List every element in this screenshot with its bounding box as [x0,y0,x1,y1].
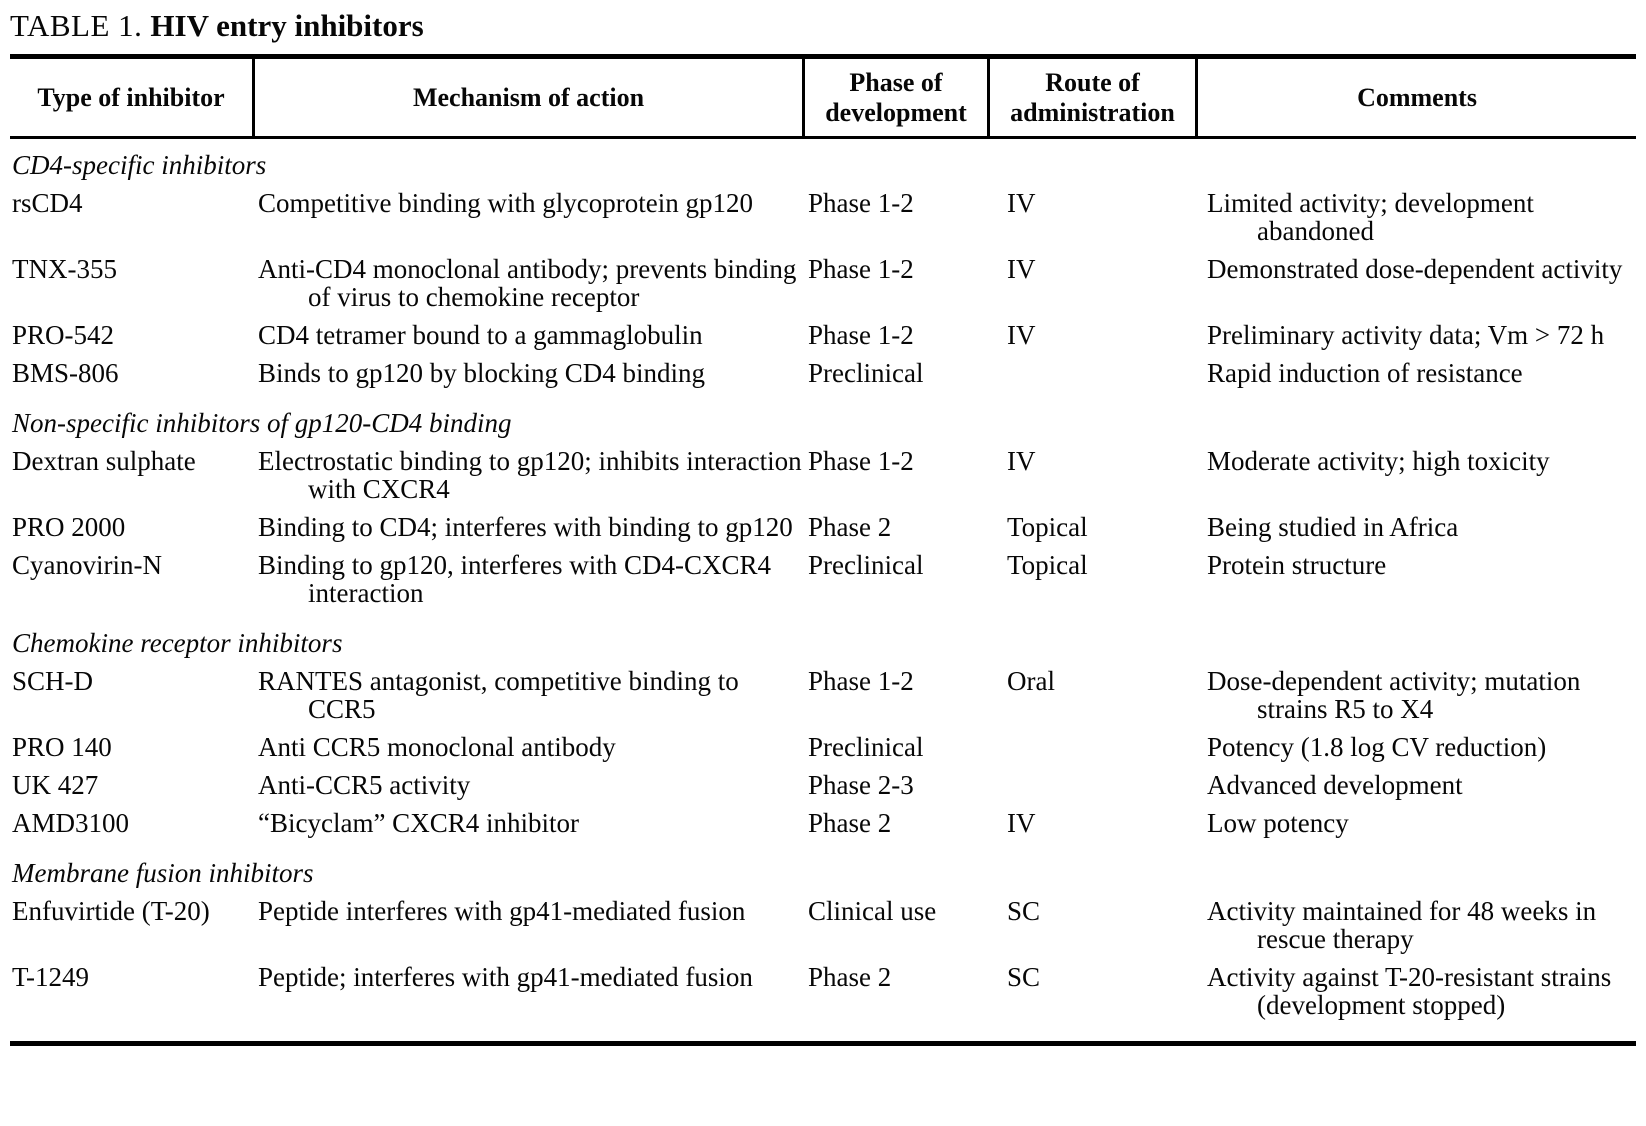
cell-comments: Potency (1.8 log CV reduction) [1207,732,1547,763]
cell-comments: Dose-dependent activity; mutation strain… [1207,666,1581,725]
section-heading: Membrane fusion inhibitors [12,858,314,889]
cell-phase: Preclinical [808,550,924,581]
cell-phase: Phase 2 [808,808,892,839]
cell-phase: Preclinical [808,732,924,763]
cell-mechanism: Electrostatic binding to gp120; inhibits… [258,446,802,505]
cell-mechanism: CD4 tetramer bound to a gammaglobulin [258,320,703,351]
cell-comments: Demonstrated dose-dependent activity [1207,254,1623,285]
cell-comments: Rapid induction of resistance [1207,358,1523,389]
table-row: PRO-542 CD4 tetramer bound to a gammaglo… [10,321,1636,349]
cell-phase: Clinical use [808,896,937,927]
cell-inhibitor: UK 427 [12,770,99,801]
cell-inhibitor: PRO 140 [12,732,112,763]
cell-inhibitor: BMS-806 [12,358,119,389]
cell-comments: Activity maintained for 48 weeks in resc… [1207,896,1597,955]
cell-route: IV [1007,808,1036,839]
cell-mechanism: Anti-CCR5 activity [258,770,471,801]
cell-mechanism: Competitive binding with glycoprotein gp… [258,188,753,219]
cell-inhibitor: T-1249 [12,962,90,993]
cell-comments: Activity against T-20-resistant strains … [1207,962,1612,1021]
table-row: SCH-D RANTES antagonist, competitive bin… [10,667,1636,723]
cell-phase: Phase 1-2 [808,254,914,285]
section-heading: CD4-specific inhibitors [12,150,267,181]
table-row: UK 427 Anti-CCR5 activity Phase 2-3 Adva… [10,771,1636,799]
cell-mechanism: “Bicyclam” CXCR4 inhibitor [258,808,579,839]
cell-route: IV [1007,446,1036,477]
cell-route: SC [1007,896,1041,927]
column-header-route-of-administration: Route of administration [987,58,1195,137]
table-row: Dextran sulphate Electrostatic binding t… [10,447,1636,503]
cell-mechanism: Peptide interferes with gp41-mediated fu… [258,896,746,927]
cell-mechanism: Peptide; interferes with gp41-mediated f… [258,962,753,993]
cell-comments: Protein structure [1207,550,1387,581]
cell-phase: Phase 1-2 [808,320,914,351]
table-row: PRO 2000 Binding to CD4; interferes with… [10,513,1636,541]
cell-inhibitor: Cyanovirin-N [12,550,162,581]
table-row: TNX-355 Anti-CD4 monoclonal antibody; pr… [10,255,1636,311]
table-row: Cyanovirin-N Binding to gp120, interfere… [10,551,1636,607]
table-row: Enfuvirtide (T-20) Peptide interferes wi… [10,897,1636,953]
cell-mechanism: Binds to gp120 by blocking CD4 binding [258,358,706,389]
table-row: BMS-806 Binds to gp120 by blocking CD4 b… [10,359,1636,387]
cell-mechanism: RANTES antagonist, competitive binding t… [258,666,739,725]
table-caption-label: TABLE 1. [10,8,143,43]
cell-phase: Phase 2 [808,962,892,993]
table-caption-title: HIV entry inhibitors [150,8,424,43]
cell-route: Oral [1007,666,1055,697]
table-row: PRO 140 Anti CCR5 monoclonal antibody Pr… [10,733,1636,761]
column-header-phase-of-development: Phase of development [802,58,987,137]
cell-comments: Being studied in Africa [1207,512,1459,543]
cell-inhibitor: Dextran sulphate [12,446,196,477]
table-body: CD4-specific inhibitors rsCD4 Competitiv… [10,139,1636,1047]
cell-inhibitor: rsCD4 [12,188,83,219]
table-row: rsCD4 Competitive binding with glycoprot… [10,189,1636,245]
column-header-comments: Comments [1195,58,1636,137]
cell-inhibitor: Enfuvirtide (T-20) [12,896,210,927]
cell-mechanism: Binding to CD4; interferes with binding … [258,512,793,543]
cell-comments: Low potency [1207,808,1349,839]
cell-phase: Phase 1-2 [808,188,914,219]
cell-route: SC [1007,962,1041,993]
cell-comments: Preliminary activity data; Vm > 72 h [1207,320,1605,351]
table-row: AMD3100 “Bicyclam” CXCR4 inhibitor Phase… [10,809,1636,837]
cell-inhibitor: PRO 2000 [12,512,126,543]
cell-inhibitor: SCH-D [12,666,94,697]
cell-phase: Phase 1-2 [808,446,914,477]
cell-comments: Advanced development [1207,770,1463,801]
table-header-row: Type of inhibitor Mechanism of action Ph… [10,53,1636,140]
column-header-mechanism-of-action: Mechanism of action [252,58,802,137]
cell-inhibitor: AMD3100 [12,808,130,839]
cell-mechanism: Anti CCR5 monoclonal antibody [258,732,616,763]
cell-phase: Phase 2 [808,512,892,543]
cell-comments: Moderate activity; high toxicity [1207,446,1550,477]
cell-phase: Phase 1-2 [808,666,914,697]
section-heading: Chemokine receptor inhibitors [12,628,343,659]
cell-mechanism: Anti-CD4 monoclonal antibody; prevents b… [258,254,797,313]
cell-comments: Limited activity; development abandoned [1207,188,1534,247]
cell-phase: Phase 2-3 [808,770,914,801]
column-header-type-of-inhibitor: Type of inhibitor [37,82,225,112]
hiv-entry-inhibitors-table: Type of inhibitor Mechanism of action Ph… [10,53,1636,1047]
table-caption: TABLE 1. HIV entry inhibitors [10,8,1640,44]
cell-route: IV [1007,188,1036,219]
cell-mechanism: Binding to gp120, interferes with CD4-CX… [258,550,771,609]
cell-route: Topical [1007,512,1088,543]
cell-route: Topical [1007,550,1088,581]
cell-route: IV [1007,320,1036,351]
table-row: T-1249 Peptide; interferes with gp41-med… [10,963,1636,1019]
cell-route: IV [1007,254,1036,285]
cell-phase: Preclinical [808,358,924,389]
cell-inhibitor: PRO-542 [12,320,115,351]
cell-inhibitor: TNX-355 [12,254,117,285]
section-heading: Non-specific inhibitors of gp120-CD4 bin… [12,408,512,439]
